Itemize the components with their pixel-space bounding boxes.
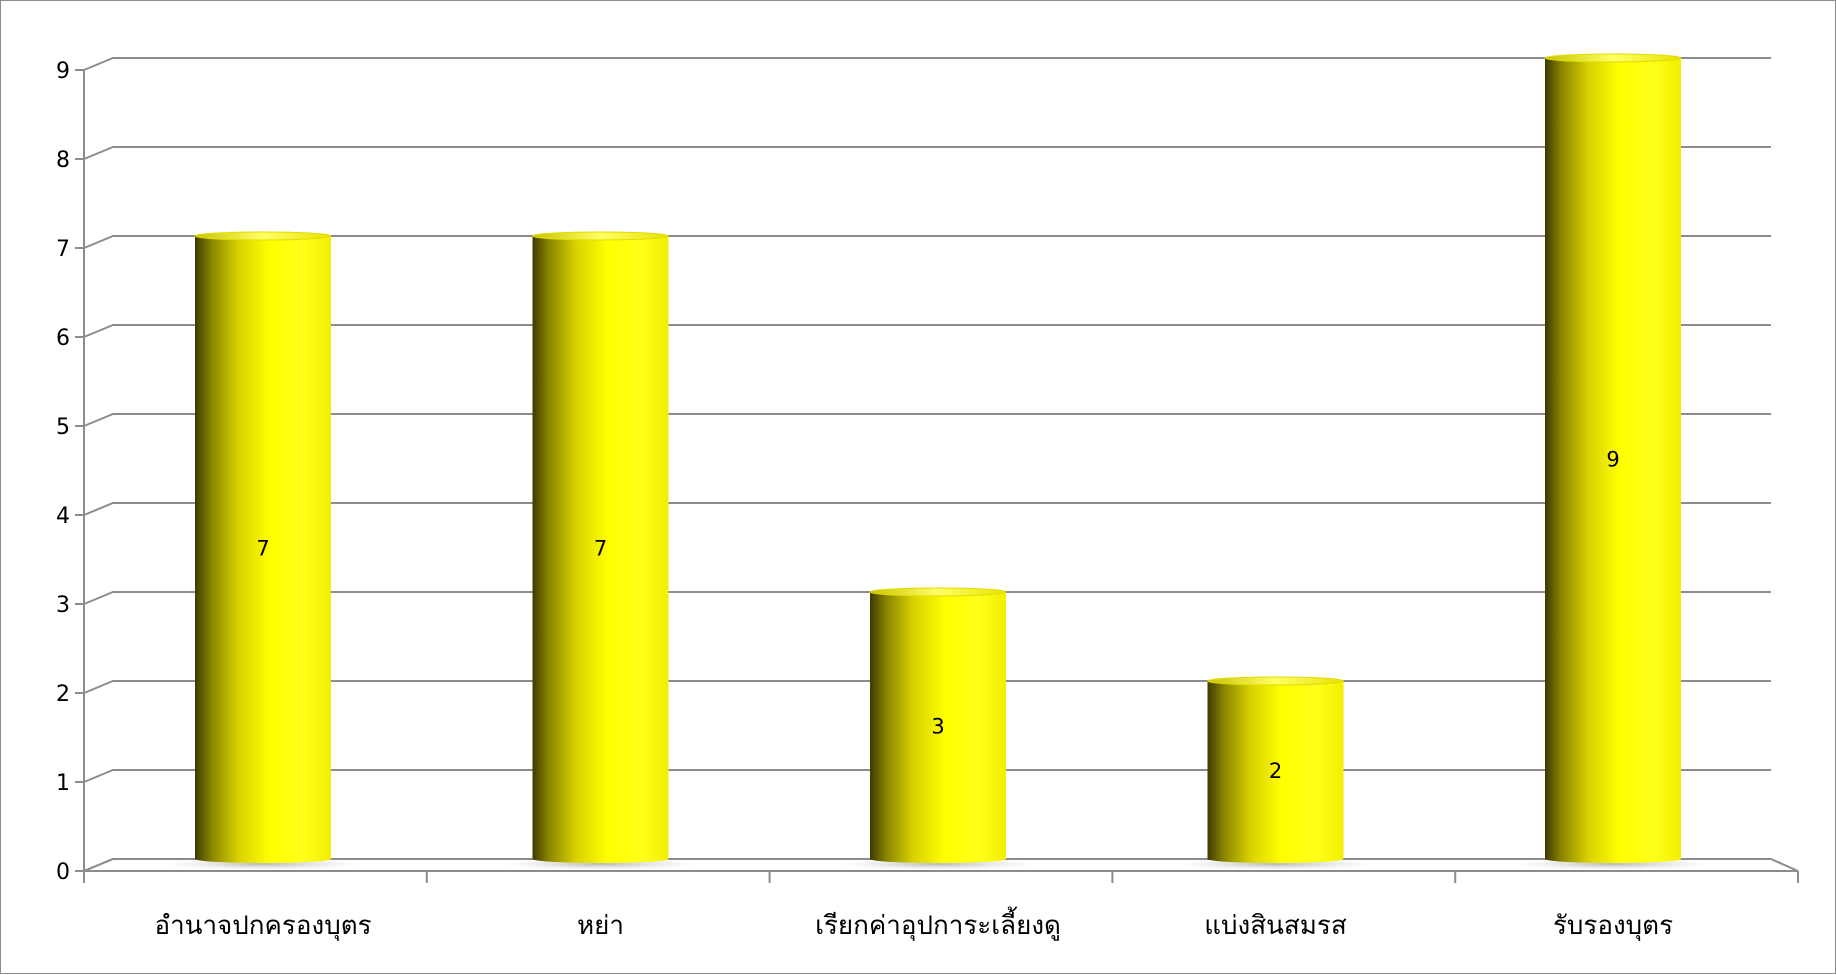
data-label: 9 — [1606, 448, 1619, 472]
y-tick-label: 2 — [56, 682, 70, 707]
category-label: แบ่งสินสมรส — [1204, 911, 1347, 941]
bar — [1207, 681, 1344, 859]
gridline — [83, 413, 1771, 427]
bar-base — [870, 855, 1006, 863]
y-tick-label: 7 — [56, 237, 70, 262]
category-label: อำนาจปกครองบุตร — [154, 911, 371, 941]
data-label: 7 — [594, 537, 607, 561]
y-tick-label: 1 — [56, 771, 70, 796]
y-tick-label: 8 — [56, 148, 70, 173]
bar — [532, 236, 669, 859]
bar-base — [1207, 855, 1344, 863]
gridline — [83, 235, 1771, 249]
bar-top — [194, 231, 332, 241]
bar-base — [532, 855, 669, 863]
gridline — [83, 324, 1771, 338]
bar-top — [532, 231, 669, 241]
bar-top — [1207, 676, 1344, 686]
y-tick-label: 5 — [56, 415, 70, 440]
y-tick-label: 9 — [56, 59, 70, 84]
y-tick-labels: 0 1 2 3 4 5 6 7 8 9 — [56, 59, 70, 885]
gridline — [83, 502, 1771, 516]
category-label: เรียกค่าอุปการะเลี้ยงดู — [815, 906, 1061, 941]
data-label: 7 — [256, 537, 269, 561]
bar-base — [1545, 855, 1681, 863]
bar — [195, 236, 331, 859]
bars — [165, 53, 1711, 870]
bar-base — [195, 855, 331, 863]
gridline — [83, 591, 1771, 605]
y-tick-label: 3 — [56, 593, 70, 618]
bar-top — [1544, 53, 1682, 63]
category-label: รับรองบุตร — [1553, 911, 1673, 941]
gridline — [83, 146, 1771, 160]
bar-top — [869, 587, 1007, 597]
data-label: 3 — [931, 715, 944, 739]
gridline — [83, 57, 1771, 71]
y-tick-label: 6 — [56, 326, 70, 351]
gridlines — [83, 57, 1771, 872]
bar — [870, 592, 1006, 859]
bar — [1545, 58, 1681, 859]
y-tick-label: 4 — [56, 504, 70, 529]
y-tick-label: 0 — [56, 860, 70, 885]
category-label: หย่า — [577, 911, 624, 941]
category-labels: อำนาจปกครองบุตร หย่า เรียกค่าอุปการะเลี้ยง… — [154, 906, 1673, 941]
data-labels: 7 7 3 2 9 — [256, 448, 1619, 784]
data-label: 2 — [1269, 759, 1282, 783]
